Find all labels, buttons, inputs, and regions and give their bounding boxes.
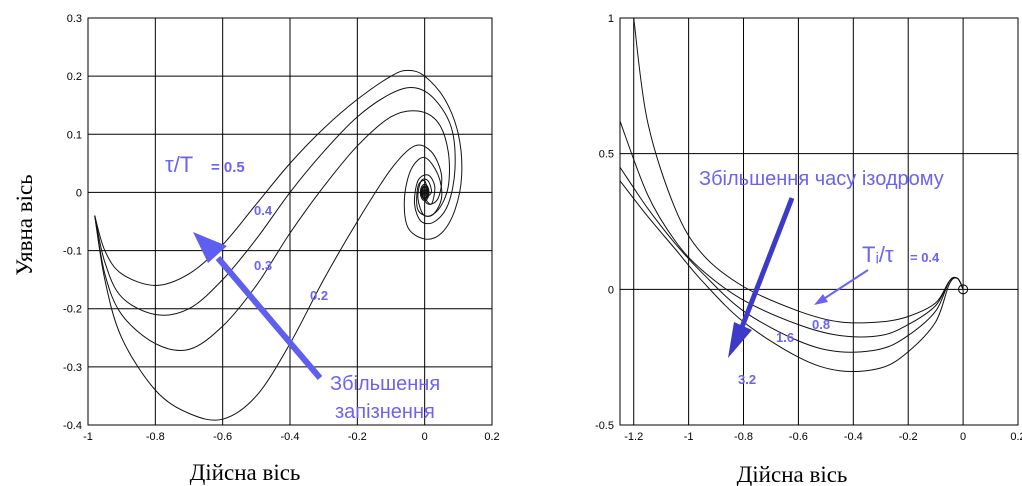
series-line-0.2 [94,144,443,421]
left-ratio-prefix: τ/T [165,152,193,177]
series-line-1.6 [620,166,964,353]
y-tick-label: 0 [608,284,614,296]
y-tick-label: -0.5 [595,420,614,432]
right-label-0.8: 0.8 [812,317,830,332]
left-arrow-label-line2: запізнення [335,401,435,423]
x-tick-label: 0 [960,431,966,443]
right-chart: -1.2 -1 -0.8 -0.6 -0.4 -0.2 0 0.2 1 0.5 0 -0.5 [595,13,1022,443]
left-arrow-label-line1: Збільшення [330,373,440,395]
y-tick-label: 0.2 [67,71,82,83]
x-tick-label: -0.2 [348,431,367,443]
x-tick-label: 0 [422,431,428,443]
x-tick-label: -0.4 [844,431,863,443]
right-ratio-pointer [814,269,869,305]
x-tick-label: -0.8 [734,431,753,443]
spiral-core [421,186,428,198]
series-line-0.3 [94,110,450,352]
y-tick-label: 0.1 [67,129,82,141]
left-label-0.4: 0.4 [254,203,273,218]
spiral-core [423,189,427,195]
spiral-core [422,188,428,197]
x-tick-label: -1.2 [624,431,643,443]
right-ratio-value: = 0.4 [910,250,940,265]
spiral-core [419,183,430,201]
y-tick-label: -0.2 [63,304,82,316]
right-xaxis-title: Дійсна вісь [737,462,848,486]
x-tick-label: 0.2 [1010,431,1022,443]
left-label-0.2: 0.2 [310,288,328,303]
series-line-0.5 [94,69,463,286]
x-tick-label: -0.8 [146,431,165,443]
left-chart: -1 -0.8 -0.6 -0.4 -0.2 0 0.2 0.3 0.2 0.1 0 -0.1 -0.2… [63,13,500,443]
y-tick-label: 0.3 [67,13,82,25]
right-label-1.6: 1.6 [776,330,794,345]
right-label-3.2: 3.2 [738,372,756,387]
x-tick-label: -1 [684,431,694,443]
series-line-0.4 [94,87,456,316]
y-tick-label: 0.5 [599,149,614,161]
x-tick-label: -1 [83,431,93,443]
x-tick-label: -0.4 [281,431,300,443]
left-yaxis-title: Уявна вісь [12,174,37,275]
spiral-core [420,185,429,200]
series-group [620,18,964,373]
right-arrow-label: Збільшення часу ізодрому [699,168,944,190]
y-tick-label: 1 [608,13,614,25]
series-line-3.2 [620,180,964,373]
x-tick-label: -0.6 [213,431,232,443]
left-xaxis-title: Дійсна вісь [190,460,301,485]
left-label-0.3: 0.3 [254,258,272,273]
y-tick-label: 0 [76,187,82,199]
right-ratio-prefix: Tᵢ/τ [862,242,894,267]
right-isodrome-arrow [728,197,795,358]
x-tick-label: 0.2 [484,431,499,443]
y-tick-label: -0.1 [63,246,82,258]
x-tick-label: -0.6 [789,431,808,443]
x-tick-label: -0.2 [899,431,918,443]
y-tick-label: -0.4 [63,420,82,432]
y-tick-label: -0.3 [63,362,82,374]
left-delay-arrow [193,232,323,380]
left-ratio-value: = 0.5 [211,159,245,176]
series-group [94,69,463,421]
origin-marker [958,284,969,295]
plot-frame [619,17,1019,426]
